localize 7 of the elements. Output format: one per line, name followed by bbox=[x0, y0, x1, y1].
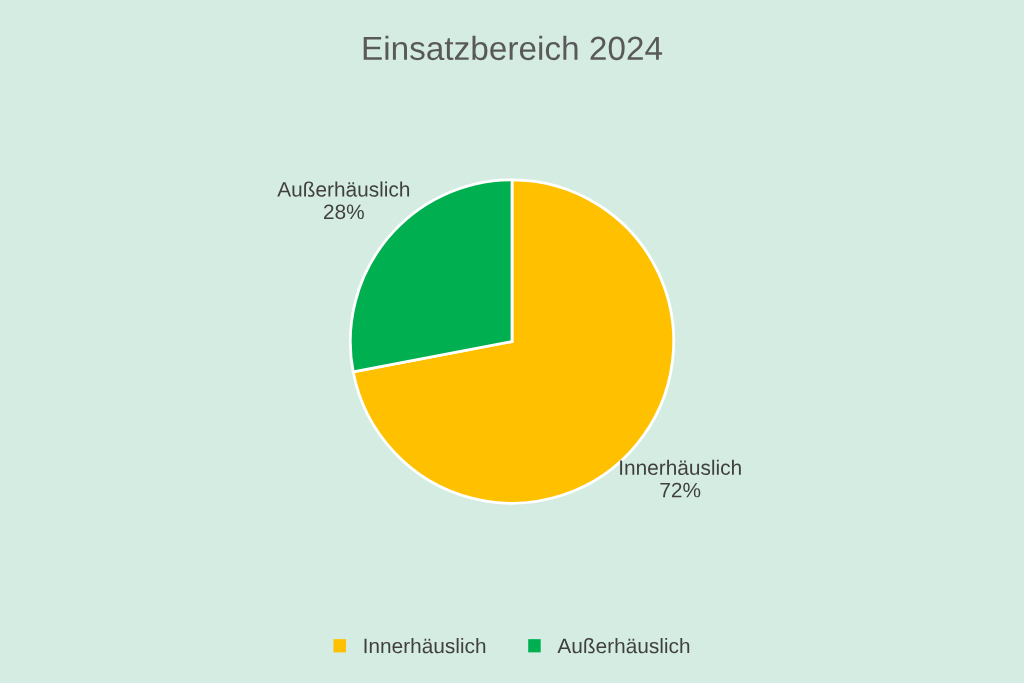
chart-title: Einsatzbereich 2024 bbox=[363, 35, 663, 61]
legend-label: Außerhäuslich bbox=[557, 638, 690, 654]
legend-label: Innerhäuslich bbox=[364, 638, 486, 654]
slice-label: Innerhäuslich bbox=[620, 459, 741, 476]
data-label: 72% bbox=[660, 482, 701, 498]
slice-label: Außerhäuslich bbox=[277, 181, 410, 197]
data-label: 28% bbox=[324, 204, 364, 220]
